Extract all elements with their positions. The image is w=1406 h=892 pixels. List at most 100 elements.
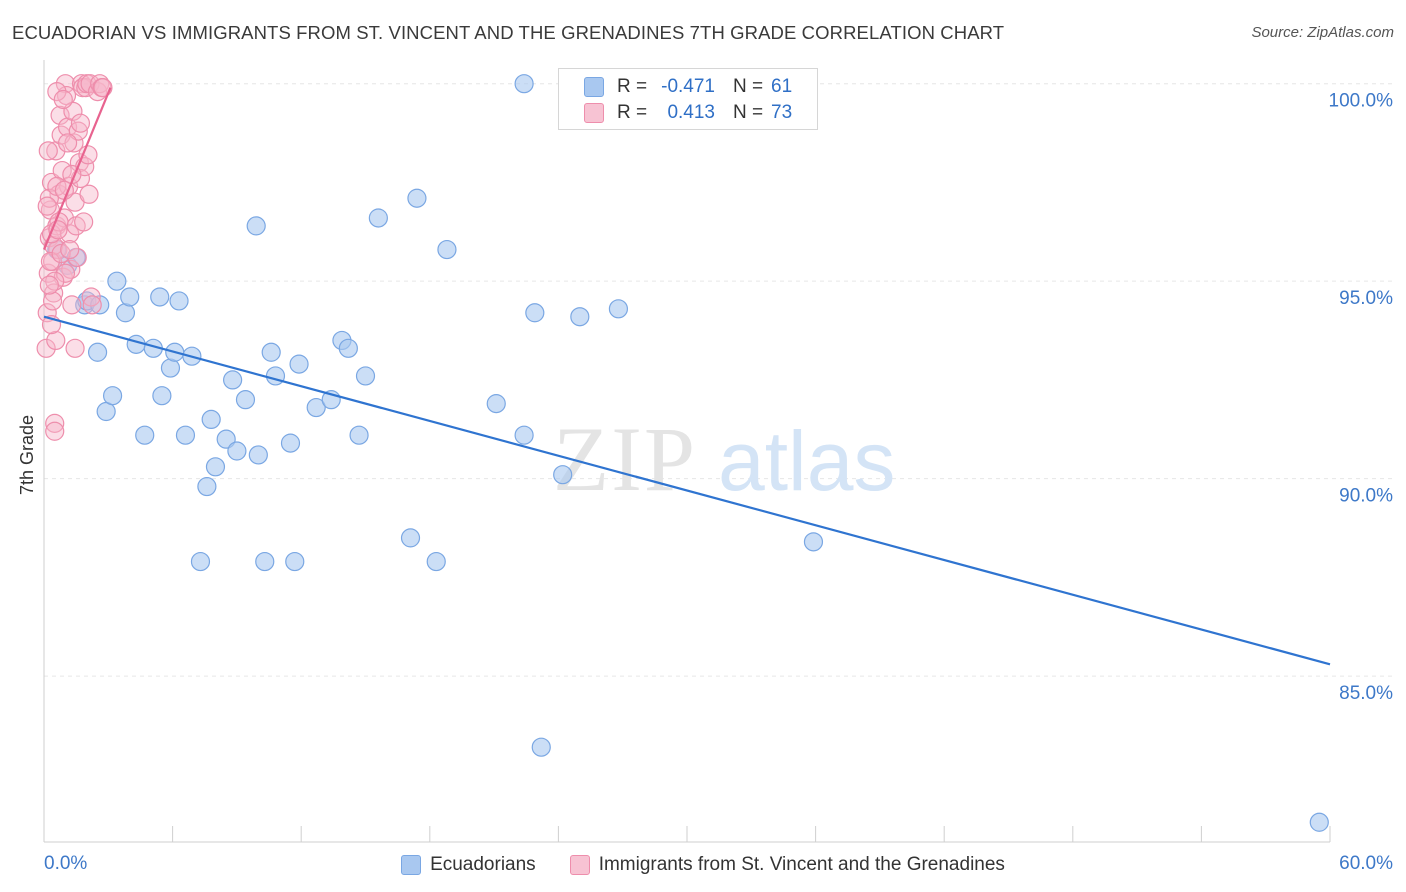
ecuadorian-point[interactable] — [201, 409, 221, 430]
ecuadorian-point[interactable] — [608, 299, 629, 319]
watermark-zip: ZIP — [553, 408, 697, 510]
immigrant-point[interactable] — [45, 413, 65, 433]
stats-swatch-pink — [584, 103, 604, 123]
ecuadorian-point[interactable] — [400, 528, 421, 548]
immigrant-point[interactable] — [80, 74, 100, 94]
ecuadorian-point[interactable] — [120, 287, 140, 307]
immigrant-point[interactable] — [70, 113, 91, 133]
immigrant-point[interactable] — [50, 105, 70, 125]
immigrant-point[interactable] — [42, 291, 63, 311]
ecuadorian-point[interactable] — [235, 390, 256, 410]
ecuadorian-point[interactable] — [169, 291, 189, 311]
immigrant-point[interactable] — [79, 184, 99, 204]
stats-box: R = -0.471 N = 61 R = 0.413 N = 73 — [558, 68, 818, 130]
immigrant-point[interactable] — [82, 295, 102, 315]
immigrant-point[interactable] — [81, 287, 101, 307]
ecuadorian-point[interactable] — [280, 433, 301, 453]
legend-item-ecuadorians[interactable]: Ecuadorians — [401, 854, 536, 876]
ecuadorian-point[interactable] — [150, 287, 170, 307]
ecuadorian-point[interactable] — [255, 551, 275, 572]
trend-lines — [42, 87, 1331, 666]
ecuadorian-point[interactable] — [248, 445, 268, 465]
immigrant-point[interactable] — [46, 330, 66, 351]
immigrant-point[interactable] — [38, 141, 58, 161]
immigrant-point[interactable] — [47, 81, 67, 102]
ecuadorian-point[interactable] — [570, 307, 590, 327]
ecuadorian-point[interactable] — [426, 551, 446, 572]
immigrant-point[interactable] — [37, 196, 57, 216]
ecuadorian-point[interactable] — [349, 425, 369, 445]
ecuadorian-point[interactable] — [553, 465, 573, 485]
ecuadorian-point[interactable] — [190, 551, 211, 572]
ecuadorian-point[interactable] — [152, 386, 172, 406]
ecuadorian-point[interactable] — [87, 342, 108, 362]
r-label: R = — [617, 76, 648, 97]
ecuadorian-point[interactable] — [514, 74, 534, 94]
ecuadorian-point[interactable] — [285, 551, 305, 572]
legend-label: Ecuadorians — [430, 854, 536, 875]
ecuadorian-point[interactable] — [531, 737, 551, 757]
immigrant-point[interactable] — [67, 247, 87, 268]
data-points — [36, 74, 1329, 832]
ecuadorian-point[interactable] — [135, 425, 155, 445]
ecuadorian-point[interactable] — [261, 342, 281, 362]
immigrant-point[interactable] — [64, 133, 84, 153]
immigrant-point[interactable] — [36, 338, 56, 358]
immigrant-point[interactable] — [62, 295, 82, 315]
immigrant-point[interactable] — [55, 263, 76, 283]
ecuadorian-point[interactable] — [223, 370, 243, 390]
ecuadorian-point[interactable] — [216, 429, 236, 449]
ecuadorian-point[interactable] — [803, 532, 824, 552]
ecuadorian-point[interactable] — [514, 425, 534, 445]
ecuadorian-point[interactable] — [1309, 812, 1329, 832]
immigrant-point[interactable] — [37, 303, 57, 323]
n-value: 73 — [771, 102, 793, 123]
ecuadorian-point[interactable] — [175, 425, 196, 445]
legend-swatch-pink — [569, 855, 590, 875]
y-tick-label: 85.0% — [1339, 683, 1393, 704]
immigrant-point[interactable] — [57, 133, 78, 153]
r-value: -0.471 — [661, 76, 715, 97]
ecuadorian-point[interactable] — [107, 271, 127, 291]
immigrant-point[interactable] — [74, 212, 94, 232]
ecuadorian-point[interactable] — [205, 457, 226, 477]
ecuadorian-point[interactable] — [102, 386, 123, 406]
y-axis-label: 7th Grade — [17, 415, 37, 495]
immigrant-point[interactable] — [39, 188, 59, 208]
ecuadorian-point[interactable] — [265, 366, 286, 386]
ecuadorian-point[interactable] — [407, 188, 427, 208]
ecuadorian-point[interactable] — [368, 208, 388, 228]
ecuadorian-point[interactable] — [160, 358, 181, 378]
legend-item-immigrants[interactable]: Immigrants from St. Vincent and the Gren… — [569, 854, 1005, 876]
immigrant-point[interactable] — [53, 89, 73, 110]
n-label: N = — [733, 76, 764, 97]
immigrant-point[interactable] — [78, 145, 98, 165]
immigrant-trend-line — [42, 87, 112, 250]
immigrant-point[interactable] — [93, 78, 113, 98]
immigrant-point[interactable] — [40, 251, 61, 272]
legend: Ecuadorians Immigrants from St. Vincent … — [0, 850, 1406, 880]
ecuadorian-trend-line — [43, 315, 1331, 666]
ecuadorian-point[interactable] — [227, 441, 247, 461]
ecuadorian-point[interactable] — [338, 338, 358, 358]
stats-swatch-blue — [584, 77, 604, 97]
axis-labels: 100.0% 95.0% 90.0% 85.0% 0.0% 60.0% 7th Grade — [17, 91, 1393, 874]
immigrant-point[interactable] — [45, 421, 65, 441]
immigrant-point[interactable] — [39, 275, 59, 295]
chart-title: ECUADORIAN VS IMMIGRANTS FROM ST. VINCEN… — [12, 22, 1005, 43]
r-label: R = — [617, 102, 648, 123]
immigrant-point[interactable] — [65, 338, 85, 358]
ecuadorian-point[interactable] — [306, 397, 326, 418]
ecuadorian-point[interactable] — [486, 394, 506, 414]
immigrant-point[interactable] — [68, 121, 88, 141]
ecuadorian-point[interactable] — [246, 216, 266, 236]
ecuadorian-point[interactable] — [525, 303, 545, 323]
ecuadorian-point[interactable] — [289, 354, 309, 374]
ecuadorian-point[interactable] — [115, 303, 136, 323]
ecuadorian-point[interactable] — [355, 366, 376, 386]
ecuadorian-point[interactable] — [197, 476, 217, 497]
ecuadorian-point[interactable] — [437, 239, 457, 260]
immigrant-point[interactable] — [60, 239, 80, 260]
watermark-atlas: atlas — [718, 414, 895, 508]
